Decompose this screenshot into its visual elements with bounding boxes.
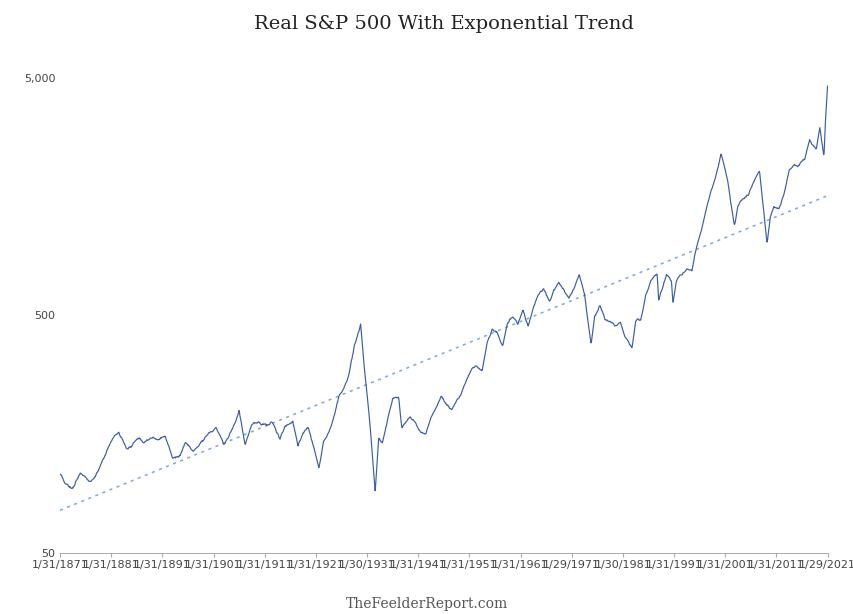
Text: TheFeelderReport.com: TheFeelderReport.com	[345, 597, 508, 611]
Title: Real S&P 500 With Exponential Trend: Real S&P 500 With Exponential Trend	[254, 15, 633, 33]
